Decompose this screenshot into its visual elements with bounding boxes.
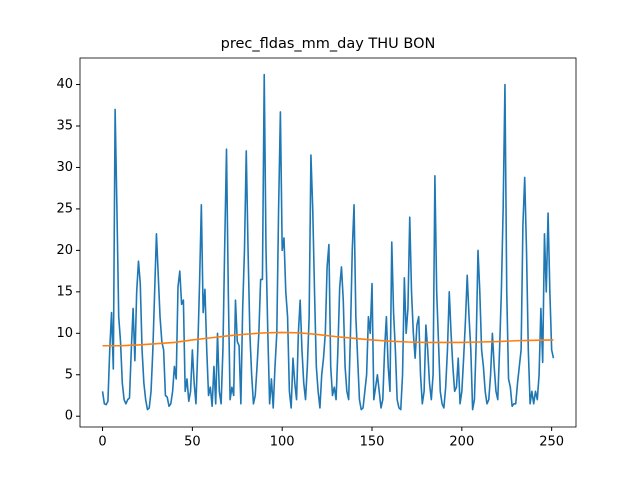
y-tick-label: 30 [56, 160, 73, 175]
plot-frame [79, 57, 577, 428]
y-tick-label: 10 [56, 326, 73, 341]
x-tick-label: 0 [98, 435, 106, 450]
x-tick-label: 250 [539, 435, 564, 450]
y-tick-label: 35 [56, 118, 73, 133]
x-tick-label: 150 [360, 435, 385, 450]
y-tick-label: 40 [56, 77, 73, 92]
series-line [102, 331, 554, 347]
x-tick-label: 100 [270, 435, 295, 450]
x-tick-label: 200 [449, 435, 474, 450]
y-tick-label: 25 [56, 201, 73, 216]
x-tick-label: 50 [184, 435, 201, 450]
y-tick-label: 5 [65, 367, 73, 382]
y-tick-label: 0 [65, 409, 73, 424]
y-tick-label: 15 [56, 284, 73, 299]
series-line [101, 73, 555, 411]
chart-title: prec_fldas_mm_day THU BON [221, 36, 436, 52]
y-tick-label: 20 [56, 243, 73, 258]
